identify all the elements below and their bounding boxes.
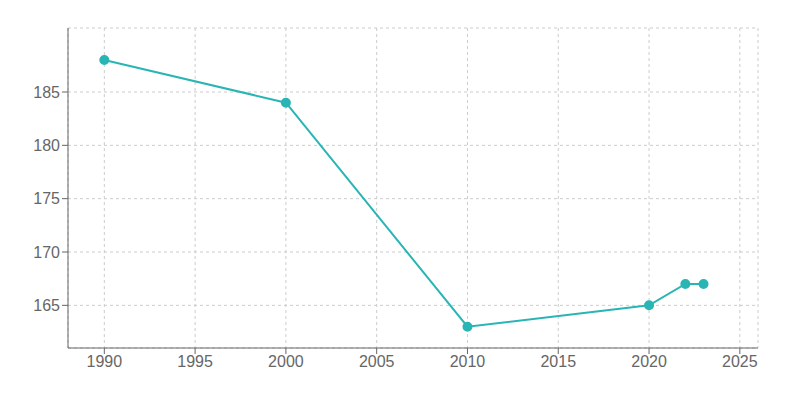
svg-text:2000: 2000 [268, 353, 304, 370]
svg-text:2020: 2020 [631, 353, 667, 370]
svg-text:1995: 1995 [177, 353, 213, 370]
svg-text:175: 175 [33, 190, 60, 207]
svg-text:165: 165 [33, 297, 60, 314]
svg-text:2005: 2005 [359, 353, 395, 370]
svg-text:170: 170 [33, 244, 60, 261]
svg-text:2025: 2025 [722, 353, 758, 370]
svg-text:185: 185 [33, 84, 60, 101]
svg-text:1990: 1990 [87, 353, 123, 370]
svg-text:2010: 2010 [450, 353, 486, 370]
svg-text:180: 180 [33, 137, 60, 154]
svg-text:2015: 2015 [540, 353, 576, 370]
